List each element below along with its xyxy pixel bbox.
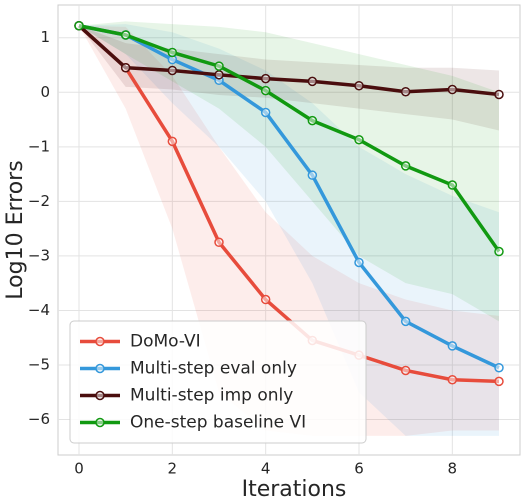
y-axis-label: Log10 Errors (3, 160, 28, 299)
point (447, 180, 458, 190)
series-line (78, 24, 500, 370)
legend-label: Multi-step eval only (130, 359, 297, 379)
y-tick-label: 1 (40, 28, 50, 46)
point (167, 65, 178, 76)
point (354, 134, 364, 145)
point (214, 70, 224, 80)
point (494, 89, 504, 100)
point (167, 136, 178, 147)
legend-box (69, 320, 367, 444)
x-tick-label: 8 (448, 460, 458, 478)
legend-marker (95, 417, 105, 428)
legend-marker (95, 390, 105, 401)
series-line (77, 24, 500, 97)
point (120, 30, 131, 40)
x-axis-label: Iterations (242, 477, 347, 502)
point (307, 76, 318, 87)
point (260, 73, 271, 84)
error-band (79, 24, 499, 436)
point (307, 170, 318, 180)
error-band (79, 25, 499, 131)
point (214, 237, 224, 248)
error-band (79, 25, 499, 436)
legend-label: DoMo-VI (130, 332, 201, 352)
y-tick-label: −4 (28, 301, 50, 319)
x-tick-label: 6 (354, 460, 364, 478)
point (260, 85, 271, 96)
legend: DoMo-VI Multi-step eval only Multi-step im… (69, 320, 367, 444)
point (214, 61, 224, 71)
point (307, 115, 318, 126)
y-tick-label: −2 (28, 192, 50, 210)
point (447, 341, 458, 351)
point (447, 84, 458, 95)
point (494, 246, 504, 257)
point (494, 376, 504, 387)
error-band (79, 21, 499, 322)
y-tick-label: −6 (28, 410, 50, 428)
y-tick-label: −5 (28, 356, 50, 374)
point (354, 80, 364, 91)
point (167, 47, 178, 58)
legend-marker (95, 336, 105, 347)
point (354, 257, 364, 268)
y-tick-label: 0 (40, 83, 50, 101)
x-tick-label: 2 (168, 460, 178, 478)
legend-label: One-step baseline VI (130, 413, 306, 433)
legend-marker (95, 363, 105, 374)
y-tick-label: −3 (28, 246, 50, 264)
series-line (78, 24, 501, 253)
point (260, 107, 271, 118)
point (447, 374, 458, 385)
x-tick-label: 0 (74, 460, 84, 478)
y-tick-label: −1 (28, 137, 50, 155)
x-tick-label: 4 (261, 460, 271, 478)
point (400, 365, 411, 376)
series-line (77, 24, 500, 384)
point (400, 316, 411, 327)
point (120, 62, 131, 73)
point (74, 20, 84, 31)
point (494, 362, 504, 373)
legend-label: Multi-step imp only (130, 386, 293, 406)
point (260, 294, 271, 305)
point (400, 161, 411, 171)
point (400, 86, 411, 97)
